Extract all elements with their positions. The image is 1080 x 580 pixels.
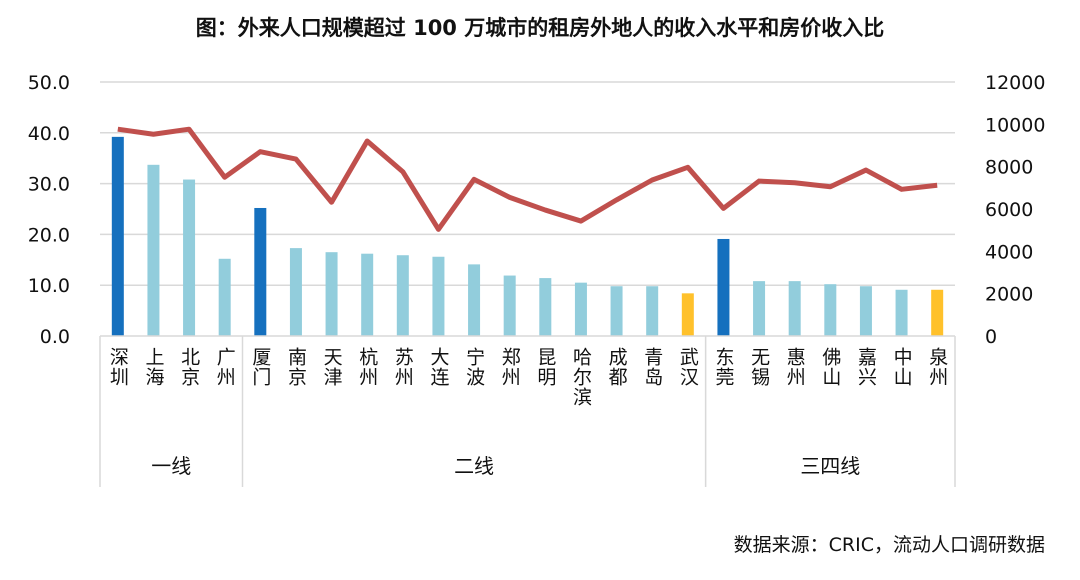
tier-label: 三四线 [800,454,860,478]
bar-广州 [219,259,231,336]
gridlines [100,82,955,285]
category-label: 北京 [178,347,200,387]
bar-青岛 [646,286,658,336]
category-label: 杭州 [356,347,378,387]
right-tick-label: 6000 [985,199,1033,221]
bar-昆明 [539,278,551,336]
category-label: 青岛 [641,347,663,387]
right-tick-label: 4000 [985,241,1033,263]
category-label: 惠州 [784,347,806,387]
right-tick-label: 10000 [985,114,1045,136]
bar-哈尔滨 [575,283,587,336]
category-label: 天津 [321,347,343,387]
bar-嘉兴 [860,286,872,336]
left-tick-label: 40.0 [28,123,70,145]
right-axis-ticks: 0 2000 4000 6000 8000 10000 12000 [985,72,1045,348]
right-tick-label: 2000 [985,284,1033,306]
category-label: 中山 [891,347,913,387]
tier-label: 二线 [454,454,494,478]
category-label: 嘉兴 [855,347,877,387]
right-tick-label: 0 [985,326,997,348]
left-tick-label: 50.0 [28,72,70,94]
left-axis-ticks: 0.0 10.0 20.0 30.0 40.0 50.0 [28,72,70,348]
bar-南京 [290,248,302,336]
category-label: 厦门 [249,347,271,387]
bar-武汉 [682,293,694,336]
bar-宁波 [468,264,480,336]
bar-无锡 [753,281,765,336]
category-label: 泉州 [926,347,948,387]
bar-成都 [611,286,623,336]
line-series [118,129,938,229]
bar-中山 [896,290,908,336]
category-label: 成都 [606,347,628,387]
category-label: 宁波 [463,347,485,387]
category-label: 深圳 [107,347,129,387]
category-label: 郑州 [499,347,521,387]
bar-杭州 [361,254,373,336]
category-label: 昆明 [534,347,556,387]
left-tick-label: 30.0 [28,174,70,196]
bar-泉州 [931,290,943,336]
category-label: 广州 [214,347,236,387]
right-tick-label: 12000 [985,72,1045,94]
bar-深圳 [112,137,124,336]
bar-惠州 [789,281,801,336]
source-note: 数据来源：CRIC，流动人口调研数据 [734,534,1045,556]
bar-天津 [326,252,338,336]
bar-上海 [147,165,159,336]
category-label: 大连 [427,347,449,387]
left-tick-label: 10.0 [28,275,70,297]
bar-佛山 [824,284,836,336]
category-label: 上海 [142,347,164,387]
category-label: 东莞 [712,347,734,387]
income-line [118,129,937,229]
category-label: 佛山 [819,347,841,387]
category-label: 无锡 [748,347,770,387]
category-label: 武汉 [677,347,699,387]
chart-title: 图：外来人口规模超过 100 万城市的租房外地人的收入水平和房价收入比 [196,16,884,40]
bar-厦门 [254,208,266,336]
category-axis: 深圳上海北京广州厦门南京天津杭州苏州大连宁波郑州昆明哈尔滨成都青岛武汉东莞无锡惠… [100,336,955,487]
bar-苏州 [397,255,409,336]
bar-北京 [183,180,195,336]
right-tick-label: 8000 [985,157,1033,179]
left-tick-label: 20.0 [28,224,70,246]
category-label: 南京 [285,347,307,387]
bar-东莞 [717,239,729,336]
bar-大连 [432,257,444,336]
left-tick-label: 0.0 [40,326,70,348]
bar-郑州 [504,276,516,336]
category-label: 哈尔滨 [570,347,592,407]
category-label: 苏州 [392,347,414,387]
tier-label: 一线 [151,454,191,478]
